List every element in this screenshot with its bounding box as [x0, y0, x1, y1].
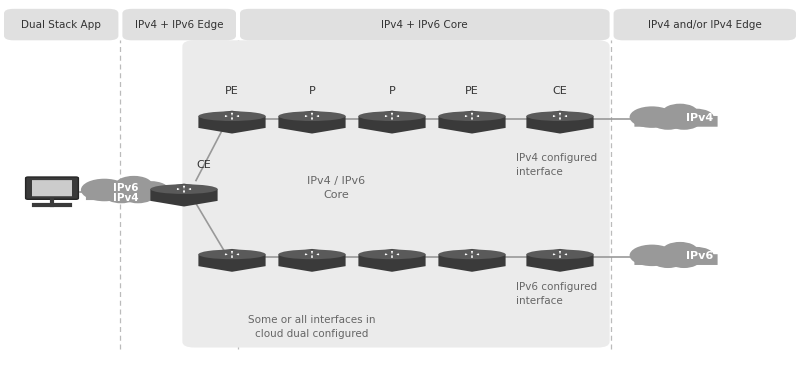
Circle shape	[115, 176, 152, 194]
Text: PE: PE	[465, 86, 479, 96]
Polygon shape	[526, 111, 594, 134]
Text: IPv4: IPv4	[686, 113, 714, 123]
Circle shape	[668, 253, 700, 268]
Polygon shape	[358, 249, 426, 272]
Circle shape	[678, 247, 714, 264]
Text: Dual Stack App: Dual Stack App	[22, 20, 101, 30]
Ellipse shape	[438, 250, 506, 259]
FancyBboxPatch shape	[634, 254, 718, 265]
Circle shape	[678, 109, 714, 126]
Polygon shape	[278, 111, 346, 134]
Text: IPv4 + IPv6 Core: IPv4 + IPv6 Core	[382, 20, 468, 30]
FancyBboxPatch shape	[86, 189, 174, 200]
Text: Some or all interfaces in
cloud dual configured: Some or all interfaces in cloud dual con…	[248, 315, 376, 339]
Text: IPv4 and/or IPv4 Edge: IPv4 and/or IPv4 Edge	[648, 20, 762, 30]
Polygon shape	[150, 184, 218, 207]
Circle shape	[132, 181, 169, 199]
Text: IPv6: IPv6	[113, 183, 138, 193]
Ellipse shape	[526, 250, 594, 259]
Circle shape	[652, 253, 684, 268]
Text: IPv6: IPv6	[686, 251, 714, 261]
Ellipse shape	[438, 111, 506, 121]
Circle shape	[81, 179, 128, 201]
FancyBboxPatch shape	[4, 9, 118, 40]
Polygon shape	[438, 249, 506, 272]
Text: P: P	[309, 86, 315, 96]
FancyBboxPatch shape	[122, 9, 236, 40]
FancyBboxPatch shape	[32, 180, 72, 196]
Polygon shape	[526, 249, 594, 272]
Polygon shape	[278, 249, 346, 272]
Ellipse shape	[358, 250, 426, 259]
Circle shape	[662, 104, 698, 121]
Polygon shape	[438, 111, 506, 134]
Text: IPv4: IPv4	[113, 193, 138, 203]
Ellipse shape	[278, 111, 346, 121]
Circle shape	[662, 242, 698, 259]
FancyBboxPatch shape	[182, 40, 610, 348]
FancyBboxPatch shape	[240, 9, 610, 40]
Circle shape	[122, 187, 155, 203]
Text: IPv4 / IPv6
Core: IPv4 / IPv6 Core	[307, 176, 365, 200]
Text: PE: PE	[225, 86, 239, 96]
Circle shape	[630, 106, 674, 128]
Ellipse shape	[198, 111, 266, 121]
Polygon shape	[358, 111, 426, 134]
Text: IPv4 configured
interface: IPv4 configured interface	[516, 153, 597, 177]
Circle shape	[104, 187, 138, 203]
Text: IPv6 configured
interface: IPv6 configured interface	[516, 282, 597, 306]
Ellipse shape	[278, 250, 346, 259]
Ellipse shape	[198, 250, 266, 259]
Circle shape	[630, 245, 674, 266]
Polygon shape	[198, 249, 266, 272]
Text: CE: CE	[553, 86, 567, 96]
Text: IPv4 + IPv6 Edge: IPv4 + IPv6 Edge	[135, 20, 223, 30]
FancyBboxPatch shape	[26, 177, 78, 199]
Circle shape	[668, 114, 700, 130]
Circle shape	[652, 114, 684, 130]
Ellipse shape	[150, 184, 218, 194]
Ellipse shape	[358, 111, 426, 121]
Text: CE: CE	[197, 160, 211, 170]
FancyBboxPatch shape	[634, 116, 718, 127]
Polygon shape	[198, 111, 266, 134]
Text: P: P	[389, 86, 395, 96]
Ellipse shape	[526, 111, 594, 121]
FancyBboxPatch shape	[614, 9, 796, 40]
